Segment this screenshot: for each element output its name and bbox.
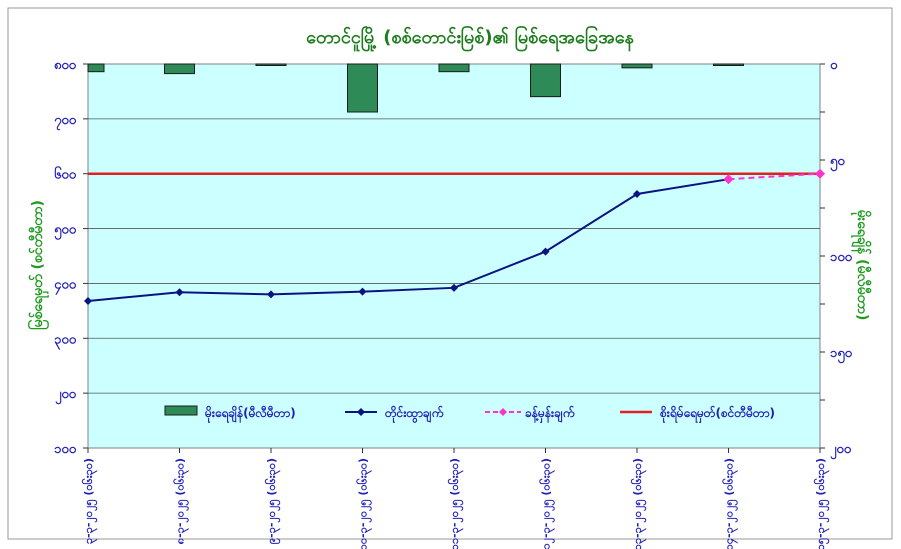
left-tick-label: ၁၀၀ (54, 442, 77, 457)
observed-line (87, 178, 729, 302)
left-tick-label: ၅၀၀ (54, 223, 77, 241)
left-tick-label: ၆၀၀ (54, 166, 77, 183)
category-label: ၁၁-၃-၂၀၂၅ (၀၆း၃၀) (448, 458, 464, 549)
rain-bar (438, 63, 470, 73)
category-label: ၈-၃-၂၀၂၅ (၀၆း၃၀) (174, 458, 190, 544)
observed-point (267, 290, 275, 299)
right-tick-label: ၁၀၀ (830, 250, 853, 265)
observed-point (84, 296, 92, 305)
left-axis-title: မြစ်ရေမှတ် (စင်တီမီတာ) (28, 200, 49, 330)
observed-point (541, 247, 550, 256)
left-tick-label: ၃၀၀ (54, 332, 77, 350)
water-level-lines (84, 168, 825, 305)
observed-point (358, 287, 367, 296)
category-label: ၉-၃-၂၀၂၅ (၀၆း၃၀) (265, 458, 281, 544)
left-tick-label: ၂၀၀ (55, 387, 77, 405)
category-label: ၁၅-၃-၂၀၂၅ (၀၆း၃၀) (814, 458, 830, 549)
observed-point (633, 190, 641, 199)
right-tick-label: ၅၀ (830, 154, 845, 172)
legend-swatch-rain (164, 405, 198, 416)
rain-bar (621, 63, 653, 69)
rain-bar (347, 63, 378, 113)
rain-bars (87, 63, 744, 113)
category-label: ၁၃-၃-၂၀၂၅ (၀၆း၃၀) (631, 458, 647, 549)
category-label: ၁၄-၃-၂၀၂၅ (၀၆း၃၀) (723, 458, 739, 549)
legend: မိုးရေချိန်(မီလီမီတာ) တိုင်းထွာချက် ခန့်မှ… (164, 404, 775, 424)
right-tick-label: ၂၀၀ (830, 442, 852, 460)
legend-marker-observed (357, 408, 365, 416)
left-tick-label: ၈၀၀ (54, 58, 77, 73)
forecast-point (723, 174, 734, 185)
forecast-line (728, 172, 821, 181)
legend-label: စိုးရိမ်ရေမှတ်(စင်တီမီတာ) (659, 404, 775, 424)
legend-label: မိုးရေချိန်(မီလီမီတာ) (204, 404, 296, 424)
legend-marker-forecast (499, 408, 507, 416)
rain-bar (530, 63, 561, 98)
rain-bar (164, 63, 195, 75)
plot-area (87, 63, 821, 449)
rain-bar (87, 63, 105, 73)
chart-frame (7, 7, 893, 540)
right-tick-label: ၁၅၀ (830, 346, 853, 364)
legend-label: တိုင်းထွာချက် (384, 404, 444, 424)
right-tick-label: ၀ (830, 58, 838, 73)
category-label: ၁၀-၃-၂၀၂၅ (၀၆း၃၀) (357, 458, 373, 549)
rain-bar (255, 63, 287, 66)
legend-label: ခန့်မှန်းချက် (525, 404, 575, 424)
observed-point (450, 283, 458, 292)
left-tick-label: ၇၀၀ (54, 113, 77, 131)
rain-bar (713, 63, 744, 66)
observed-point (175, 288, 184, 297)
chart-title: တောင်ငူမြို့ (စစ်တောင်းမြစ်)၏ မြစ်ရေအခြေ… (306, 25, 634, 52)
category-label: ၃-၃-၂၀၂၅ (၀၆း၃၀) (82, 458, 98, 544)
forecast-point (815, 168, 825, 179)
right-axis-title: မိုးရေချိန် (မီလီမီတာ) (851, 210, 871, 321)
left-axis-ticks: ၁၀၀ ၂၀၀ ၃၀၀ ၄၀၀ ၅၀၀ ၆၀၀ ၇၀၀ ၈၀၀ (54, 58, 88, 457)
category-axis-ticks: ၃-၃-၂၀၂၅ (၀၆း၃၀) ၈-၃-၂၀၂၅ (၀၆း၃၀) ၉-၃-၂၀၂၅… (82, 448, 830, 549)
category-label: ၁၂-၃-၂၀၂၅ (၀၆း၃၀) (540, 458, 556, 549)
left-tick-label: ၄၀၀ (54, 277, 77, 295)
